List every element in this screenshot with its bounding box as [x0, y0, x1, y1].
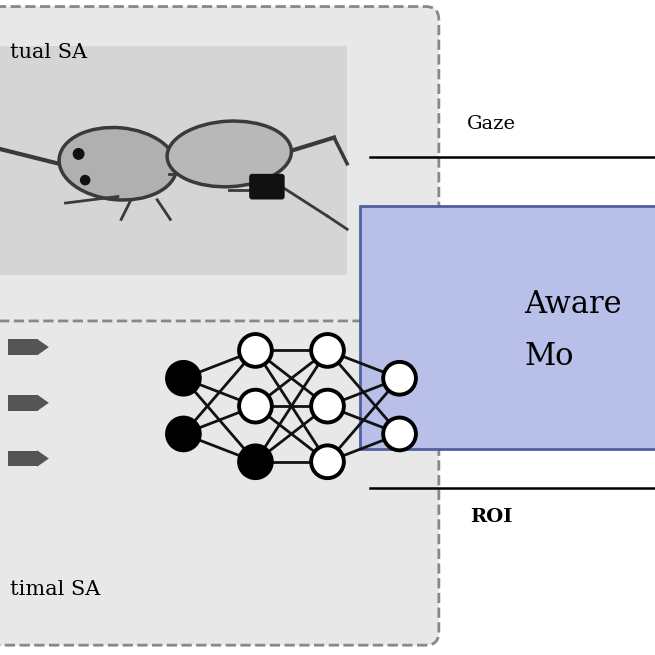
Text: Mo: Mo	[524, 341, 574, 373]
Polygon shape	[37, 339, 49, 356]
Circle shape	[311, 445, 344, 478]
Circle shape	[239, 334, 272, 367]
Text: Gaze: Gaze	[467, 115, 515, 134]
Circle shape	[383, 362, 416, 394]
Text: Aware: Aware	[524, 289, 622, 320]
Polygon shape	[37, 394, 49, 411]
Text: tual SA: tual SA	[10, 43, 87, 62]
Text: timal SA: timal SA	[10, 580, 100, 599]
FancyBboxPatch shape	[8, 339, 38, 355]
Circle shape	[73, 149, 84, 159]
FancyBboxPatch shape	[8, 451, 38, 466]
Circle shape	[311, 334, 344, 367]
FancyBboxPatch shape	[8, 395, 38, 411]
FancyBboxPatch shape	[0, 7, 439, 328]
Circle shape	[167, 362, 200, 394]
FancyBboxPatch shape	[360, 206, 655, 449]
FancyBboxPatch shape	[0, 321, 439, 645]
Ellipse shape	[167, 121, 291, 187]
Circle shape	[81, 176, 90, 185]
Polygon shape	[37, 450, 49, 467]
FancyBboxPatch shape	[250, 175, 284, 198]
Circle shape	[239, 390, 272, 422]
FancyBboxPatch shape	[0, 46, 347, 275]
Circle shape	[311, 390, 344, 422]
Circle shape	[167, 418, 200, 451]
Circle shape	[239, 445, 272, 478]
Ellipse shape	[59, 128, 177, 200]
Circle shape	[383, 418, 416, 451]
Text: ROI: ROI	[470, 508, 512, 527]
